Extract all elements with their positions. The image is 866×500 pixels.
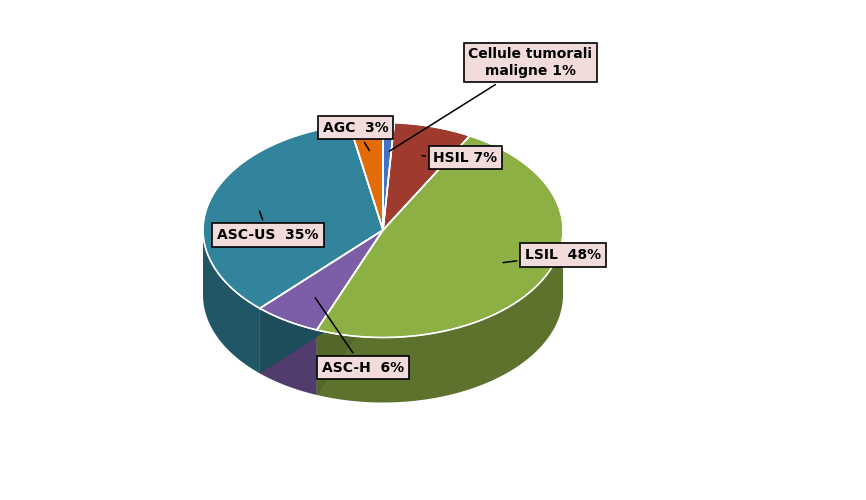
Polygon shape <box>317 230 383 395</box>
Polygon shape <box>317 231 563 402</box>
Polygon shape <box>260 230 383 374</box>
Polygon shape <box>317 136 563 338</box>
Text: HSIL 7%: HSIL 7% <box>422 150 498 164</box>
Polygon shape <box>260 308 317 395</box>
Text: ASC-US  35%: ASC-US 35% <box>217 211 319 242</box>
Polygon shape <box>383 122 394 230</box>
Polygon shape <box>203 231 260 374</box>
Text: AGC  3%: AGC 3% <box>323 120 388 150</box>
Polygon shape <box>383 122 469 230</box>
Text: Cellule tumorali
maligne 1%: Cellule tumorali maligne 1% <box>390 48 592 151</box>
Polygon shape <box>260 230 383 374</box>
Polygon shape <box>203 124 383 308</box>
Polygon shape <box>349 122 383 230</box>
Polygon shape <box>317 230 383 395</box>
Text: ASC-H  6%: ASC-H 6% <box>315 298 404 374</box>
Text: LSIL  48%: LSIL 48% <box>503 248 601 262</box>
Polygon shape <box>260 230 383 330</box>
